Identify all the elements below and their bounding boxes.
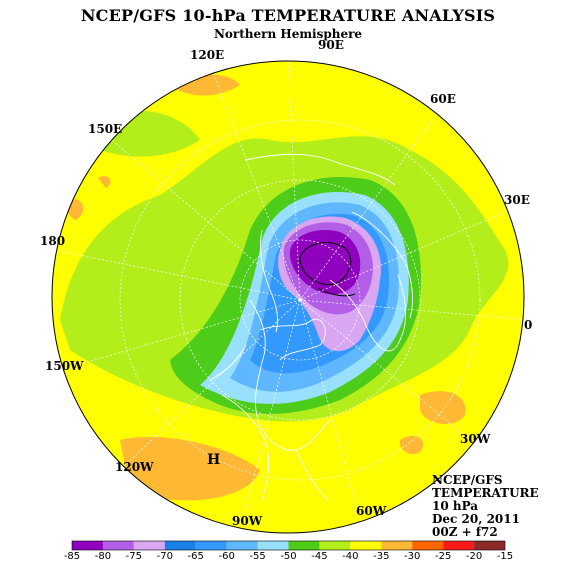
colorbar-swatch	[350, 541, 382, 550]
colorbar-swatch	[195, 541, 227, 550]
coastlines	[209, 153, 413, 501]
warm-patch-se2	[399, 435, 424, 455]
colorbar-swatch	[133, 541, 165, 550]
lon-label-150e: 150E	[88, 122, 123, 136]
colorbar-swatch	[226, 541, 258, 550]
colorbar-swatch	[319, 541, 351, 550]
colorbar-frame	[71, 540, 506, 551]
high-pressure-marker: H	[207, 452, 221, 468]
figure-title: NCEP/GFS 10-hPa TEMPERATURE ANALYSIS	[80, 6, 496, 25]
colorbar-tick-label: -20	[465, 551, 483, 562]
info-block: NCEP/GFS TEMPERATURE 10 hPa Dec 20, 2011…	[432, 474, 539, 539]
lon-label-30w: 30W	[460, 432, 491, 446]
info-forecast: 00Z + f72	[432, 525, 498, 539]
colorbar-tick-label: -45	[311, 551, 328, 562]
colorbar-tick-label: -80	[94, 551, 112, 562]
colorbar-tick-label: -85	[63, 551, 81, 562]
lon-label-90w: 90W	[232, 514, 263, 528]
info-level: 10 hPa	[432, 499, 479, 513]
colorbar-swatch	[288, 541, 320, 550]
colorbar-tick-label: -70	[156, 551, 173, 562]
info-variable: TEMPERATURE	[432, 486, 539, 500]
colorbar-tick-label: -35	[373, 551, 390, 562]
colorbar-swatch	[474, 541, 505, 550]
colorbar-tick-label: -50	[280, 551, 297, 562]
lon-label-120w: 120W	[115, 460, 154, 474]
warm-patch-se	[420, 391, 466, 425]
colorbar-tick-label: -60	[218, 551, 235, 562]
lon-label-60w: 60W	[356, 504, 387, 518]
lon-label-30e: 30E	[504, 193, 530, 207]
colorbar-swatch	[257, 541, 289, 550]
lon-label-180: 180	[40, 234, 66, 248]
info-model: NCEP/GFS	[432, 473, 503, 487]
colorbar-tick-label: -65	[187, 551, 204, 562]
colorbar-swatch	[381, 541, 413, 550]
lon-label-120e: 120E	[190, 48, 225, 62]
colorbar-tick-label: -15	[496, 551, 514, 562]
lon-label-150w: 150W	[45, 359, 84, 373]
figure-subtitle: Northern Hemisphere	[213, 27, 363, 41]
temperature-field	[52, 61, 524, 533]
colorbar-tick-label: -40	[342, 551, 359, 562]
colorbar-swatch	[443, 541, 475, 550]
colorbar-swatch	[412, 541, 444, 550]
info-date: Dec 20, 2011	[432, 512, 520, 526]
colorbar-tick-label: -75	[125, 551, 143, 562]
colorbar-tick-label: -25	[434, 551, 452, 562]
warm-patch-sw	[120, 436, 260, 501]
lon-label-0: 0	[524, 318, 533, 332]
colorbar-swatch	[164, 541, 196, 550]
colorbar-swatch	[72, 541, 103, 550]
colorbar-swatch	[102, 541, 134, 550]
graticule	[54, 61, 524, 531]
contour-line-a	[317, 287, 356, 297]
lon-label-90e: 90E	[318, 38, 344, 52]
colorbar-tick-label: -30	[404, 551, 421, 562]
warm-patch-w2	[98, 176, 111, 188]
colorbar-tick-label: -55	[249, 551, 266, 562]
map-boundary	[51, 60, 525, 534]
lon-label-60e: 60E	[430, 92, 456, 106]
